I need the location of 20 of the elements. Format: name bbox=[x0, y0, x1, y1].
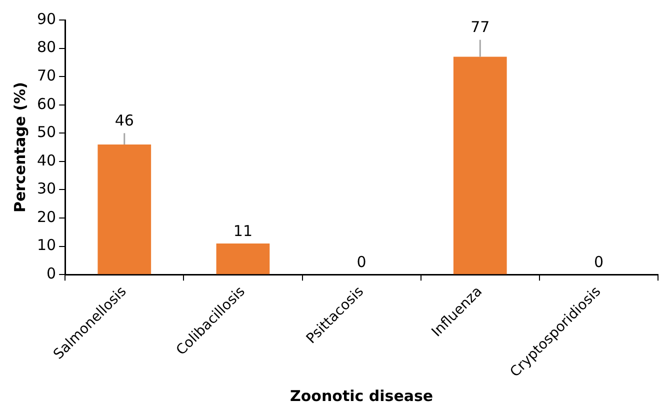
data-label: 0 bbox=[594, 252, 604, 271]
y-tick-label: 60 bbox=[36, 94, 56, 113]
bar bbox=[98, 144, 152, 274]
data-label: 46 bbox=[114, 112, 134, 130]
y-tick-label: 50 bbox=[36, 123, 56, 142]
y-tick-label: 90 bbox=[36, 10, 56, 28]
y-axis-title: Percentage (%) bbox=[10, 82, 29, 213]
x-axis-title: Zoonotic disease bbox=[290, 386, 434, 405]
bar bbox=[216, 243, 270, 274]
y-tick-label: 10 bbox=[36, 236, 56, 254]
data-label: 0 bbox=[356, 252, 366, 271]
y-tick-label: 30 bbox=[36, 180, 56, 198]
y-tick-label: 40 bbox=[36, 151, 56, 170]
y-tick-label: 20 bbox=[36, 208, 56, 226]
data-label: 11 bbox=[233, 222, 253, 240]
y-tick-label: 80 bbox=[36, 38, 56, 56]
y-tick-label: 70 bbox=[36, 66, 56, 84]
bar bbox=[453, 56, 507, 274]
data-label: 77 bbox=[470, 18, 490, 36]
y-tick-label: 0 bbox=[46, 264, 56, 282]
